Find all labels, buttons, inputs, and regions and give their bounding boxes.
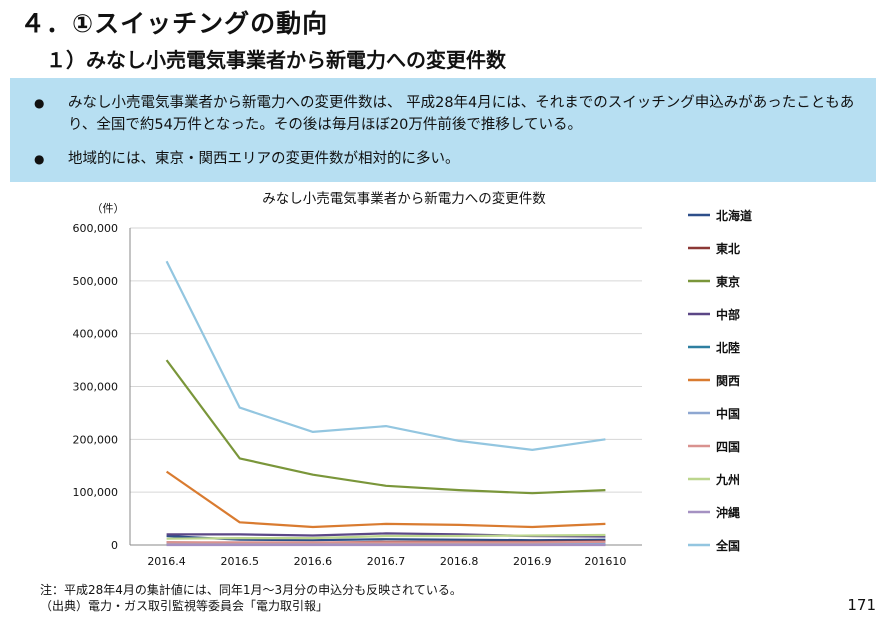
bullet-dot: ●	[34, 152, 45, 166]
source-note: （出典）電力・ガス取引監視等委員会「電力取引報」	[40, 599, 329, 613]
page-number: 171	[847, 596, 876, 614]
legend-label: 沖縄	[716, 505, 740, 520]
x-tick-label: 2016.5	[220, 555, 259, 568]
legend-label: 四国	[716, 440, 740, 454]
legend-label: 北陸	[716, 340, 740, 355]
bullet-item: ● 地域的には、東京・関西エリアの変更件数が相対的に多い。	[34, 148, 874, 170]
bullet-dot: ●	[34, 96, 45, 110]
bullet-item: ● みなし小売電気事業者から新電力への変更件数は、 平成28年4月には、それまで…	[34, 92, 874, 136]
y-tick-label: 400,000	[73, 328, 119, 341]
chart-title: みなし小売電気事業者から新電力への変更件数	[262, 190, 546, 207]
y-tick-label: 600,000	[73, 222, 119, 235]
x-tick-label: 2016.9	[513, 555, 552, 568]
series-line-九州	[166, 533, 606, 540]
x-tick-label: 201610	[584, 555, 626, 568]
series-line-東京	[165, 359, 606, 495]
summary-box: ● みなし小売電気事業者から新電力への変更件数は、 平成28年4月には、それまで…	[10, 78, 876, 182]
slide-title: ４．①スイッチングの動向	[20, 9, 329, 38]
legend-label: 中国	[716, 406, 740, 421]
series-line-四国	[166, 540, 606, 544]
y-unit-label: （件）	[92, 202, 125, 215]
y-tick-label: 300,000	[73, 381, 119, 394]
footnote: 注：平成28年4月の集計値には、同年1月～3月分の申込分も反映されている。	[40, 583, 462, 597]
x-tick-label: 2016.8	[440, 555, 479, 568]
series-line-北海道	[166, 534, 606, 542]
y-tick-label: 200,000	[73, 433, 119, 446]
line-chart: みなし小売電気事業者から新電力への変更件数 （件） 0 100,000 200,000 3…	[73, 190, 753, 568]
legend-label: 中部	[716, 307, 740, 322]
slide-subtitle: １）みなし小売電気事業者から新電力への変更件数	[46, 48, 506, 72]
series-line-関西	[165, 470, 606, 529]
x-tick-label: 2016.6	[294, 555, 333, 568]
legend-label: 東北	[716, 241, 740, 256]
legend-label: 東京	[716, 274, 740, 289]
legend-label: 関西	[716, 374, 740, 388]
x-tick-label: 2016.7	[367, 555, 406, 568]
series-line-全国	[165, 260, 606, 451]
x-tick-label: 2016.4	[147, 555, 186, 568]
bullet-text: 地域的には、東京・関西エリアの変更件数が相対的に多い。	[68, 151, 460, 167]
legend-label: 全国	[715, 538, 740, 553]
y-tick-label: 0	[111, 539, 118, 552]
legend-label: 北海道	[716, 208, 752, 223]
bullet-text: みなし小売電気事業者から新電力への変更件数は、 平成28年4月には、それまでのス…	[68, 95, 855, 133]
y-tick-label: 500,000	[73, 275, 119, 288]
legend-label: 九州	[715, 472, 740, 487]
y-tick-label: 100,000	[73, 486, 119, 499]
